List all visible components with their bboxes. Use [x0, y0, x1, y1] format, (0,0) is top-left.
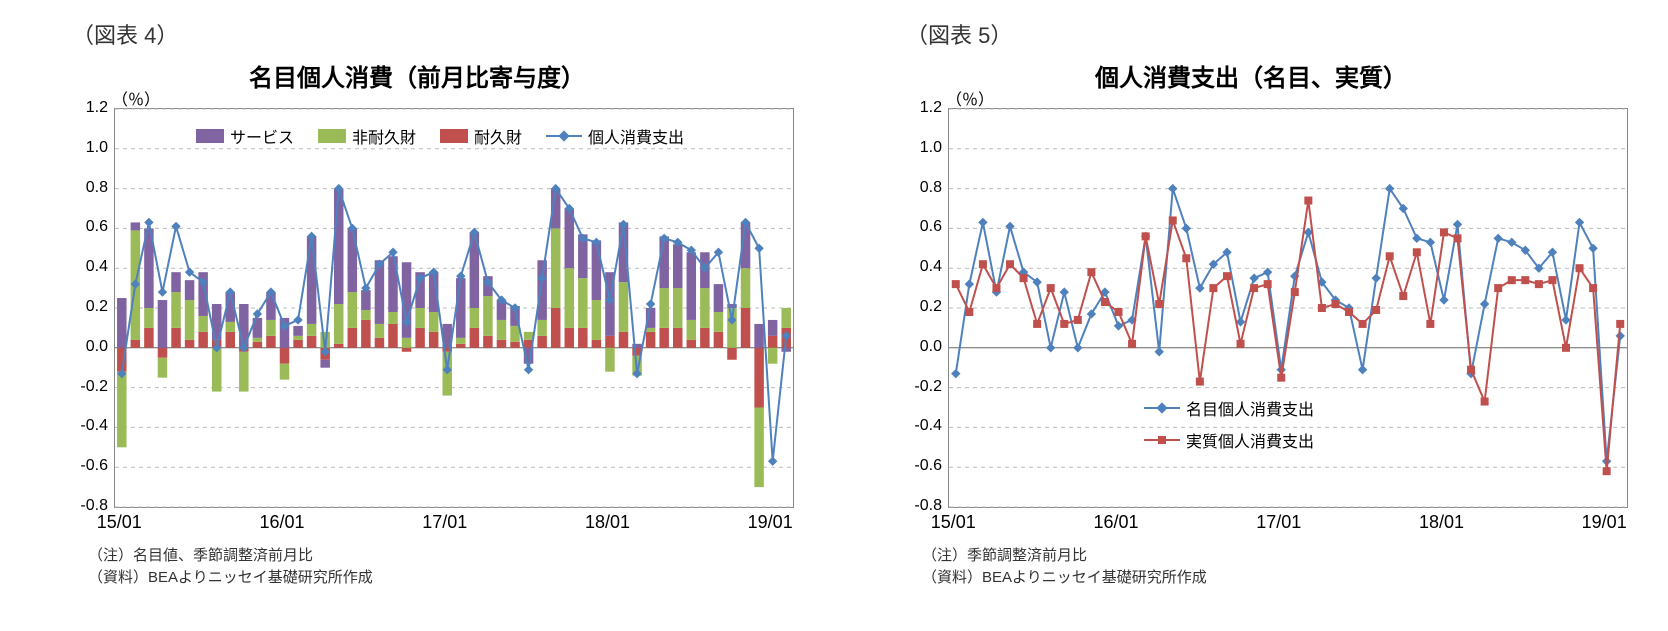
chart5-fig-label: （図表 5）: [906, 18, 1012, 50]
xtick-label: 16/01: [1094, 512, 1139, 533]
legend-item: 個人消費支出: [546, 124, 684, 148]
chart4-legend: サービス 非耐久財 耐久財 個人消費支出: [196, 124, 708, 148]
ytick-label: 1.0: [60, 139, 108, 157]
chart4-plot-area: [114, 108, 794, 508]
xtick-label: 15/01: [97, 512, 142, 533]
xtick-label: 19/01: [1582, 512, 1627, 533]
legend-item: サービス: [196, 124, 294, 148]
chart5-unit: （％）: [946, 86, 994, 110]
xtick-label: 18/01: [585, 512, 630, 533]
chart4-note1: （注）名目値、季節調整済前月比: [88, 544, 313, 565]
ytick-label: -0.6: [894, 457, 942, 475]
legend-label: 耐久財: [474, 124, 522, 148]
legend-item: 名目個人消費支出: [1144, 396, 1314, 420]
xtick-label: 19/01: [748, 512, 793, 533]
ytick-label: 0.4: [60, 258, 108, 276]
chart4-panel: （図表 4） 名目個人消費（前月比寄与度） （％） -0.8-0.6-0.4-0…: [0, 0, 834, 631]
ytick-label: -0.2: [60, 378, 108, 396]
xtick-label: 16/01: [260, 512, 305, 533]
legend-label: 実質個人消費支出: [1186, 428, 1314, 452]
ytick-label: 0.8: [60, 179, 108, 197]
legend-label: 個人消費支出: [588, 124, 684, 148]
chart4-fig-label: （図表 4）: [72, 18, 178, 50]
xtick-label: 15/01: [931, 512, 976, 533]
ytick-label: 0.6: [60, 218, 108, 236]
ytick-label: 0.0: [60, 338, 108, 356]
ytick-label: 0.8: [894, 179, 942, 197]
chart5-note1: （注）季節調整済前月比: [922, 544, 1087, 565]
ytick-label: 0.4: [894, 258, 942, 276]
legend-item: 非耐久財: [318, 124, 416, 148]
xtick-label: 18/01: [1419, 512, 1464, 533]
ytick-label: 0.6: [894, 218, 942, 236]
chart5-legend: 名目個人消費支出実質個人消費支出: [1144, 396, 1338, 460]
ytick-label: 0.2: [894, 298, 942, 316]
chart4-note2: （資料）BEAよりニッセイ基礎研究所作成: [88, 566, 373, 587]
chart4-unit: （％）: [112, 86, 160, 110]
chart5-note2: （資料）BEAよりニッセイ基礎研究所作成: [922, 566, 1207, 587]
ytick-label: -0.2: [894, 378, 942, 396]
chart5-panel: （図表 5） 個人消費支出（名目、実質） （％） -0.8-0.6-0.4-0.…: [834, 0, 1668, 631]
legend-label: 非耐久財: [352, 124, 416, 148]
ytick-label: -0.4: [60, 417, 108, 435]
xtick-label: 17/01: [1256, 512, 1301, 533]
ytick-label: -0.6: [60, 457, 108, 475]
ytick-label: 1.2: [894, 99, 942, 117]
ytick-label: 0.0: [894, 338, 942, 356]
ytick-label: 0.2: [60, 298, 108, 316]
legend-item: 実質個人消費支出: [1144, 428, 1314, 452]
xtick-label: 17/01: [422, 512, 467, 533]
legend-label: 名目個人消費支出: [1186, 396, 1314, 420]
ytick-label: 1.2: [60, 99, 108, 117]
ytick-label: 1.0: [894, 139, 942, 157]
ytick-label: -0.4: [894, 417, 942, 435]
chart4-svg: [115, 109, 793, 507]
legend-item: 耐久財: [440, 124, 522, 148]
legend-label: サービス: [230, 124, 294, 148]
